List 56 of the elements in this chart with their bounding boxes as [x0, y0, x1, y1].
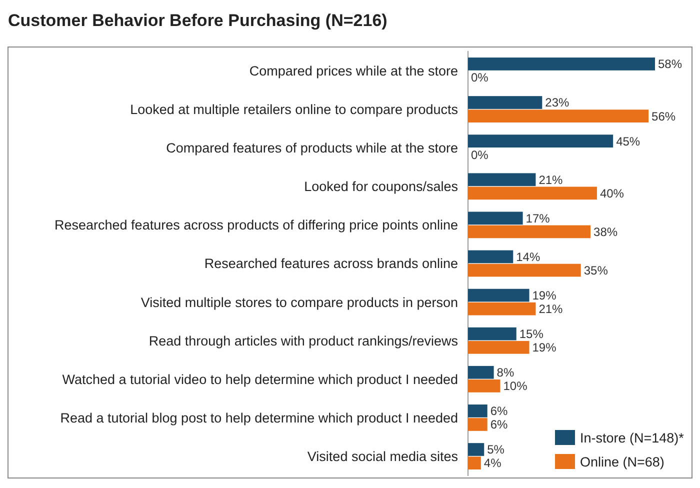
data-label: 15%: [519, 327, 544, 342]
data-label: 0%: [471, 148, 489, 162]
data-label: 38%: [594, 224, 618, 239]
data-label: 23%: [545, 96, 570, 110]
bar: [468, 366, 494, 379]
data-label: 19%: [532, 288, 557, 302]
data-label: 4%: [484, 456, 502, 470]
bar: [468, 288, 530, 302]
y-tick-label: Researched features across brands online: [204, 256, 458, 272]
y-tick-label: Compared prices while at the store: [249, 63, 458, 78]
data-label: 21%: [538, 302, 564, 316]
data-label: 35%: [584, 263, 608, 278]
bar: [468, 250, 514, 264]
data-label: 40%: [600, 186, 624, 200]
bar: [468, 380, 500, 392]
bar: [468, 58, 655, 70]
y-tick-label: Researched features across products of differing price points online: [54, 218, 458, 233]
bar: [468, 186, 597, 200]
data-label: 56%: [652, 109, 676, 124]
data-label: 21%: [538, 172, 564, 187]
data-label: 6%: [490, 404, 508, 418]
data-label: 5%: [487, 442, 505, 457]
bar: [468, 418, 488, 431]
bar: [468, 212, 523, 225]
data-label: 10%: [503, 379, 528, 394]
bar: [468, 225, 591, 238]
bar: [468, 134, 614, 148]
data-label: 0%: [471, 70, 489, 85]
legend-label: In-store (N=148)*: [580, 430, 685, 446]
data-label: 8%: [496, 366, 514, 380]
bar: [468, 96, 542, 109]
bar: [468, 456, 481, 470]
bar: [468, 264, 581, 277]
bar: [468, 327, 516, 340]
bar: [468, 404, 488, 418]
y-tick-label: Looked at multiple retailers online to compare products: [130, 102, 458, 118]
y-tick-label: Read through articles with product rankings/reviews: [148, 333, 458, 348]
y-tick-label: Looked for coupons/sales: [304, 179, 458, 194]
data-label: 19%: [532, 340, 557, 355]
text: Customer Behavior Before Purchasing (N=216): [8, 11, 388, 30]
data-label: 45%: [616, 134, 640, 148]
data-label: 17%: [526, 211, 550, 226]
legend-label: Online (N=68): [580, 454, 664, 470]
data-label: 14%: [516, 250, 540, 264]
bar: [468, 443, 484, 456]
bar: [468, 110, 649, 122]
bar: [468, 302, 536, 316]
y-tick-label: Compared features of products while at the store: [166, 140, 458, 156]
y-tick-label: Visited multiple stores to compare products in person: [140, 294, 458, 310]
y-tick-label: Read a tutorial blog post to help determine which product I needed: [60, 410, 458, 426]
data-label: 6%: [490, 418, 508, 432]
bar: [468, 340, 530, 354]
bar: [468, 173, 536, 186]
y-tick-label: Visited social media sites: [307, 448, 458, 464]
data-label: 58%: [658, 57, 682, 72]
y-tick-label: Watched a tutorial video to help determine which product I needed: [62, 372, 458, 387]
